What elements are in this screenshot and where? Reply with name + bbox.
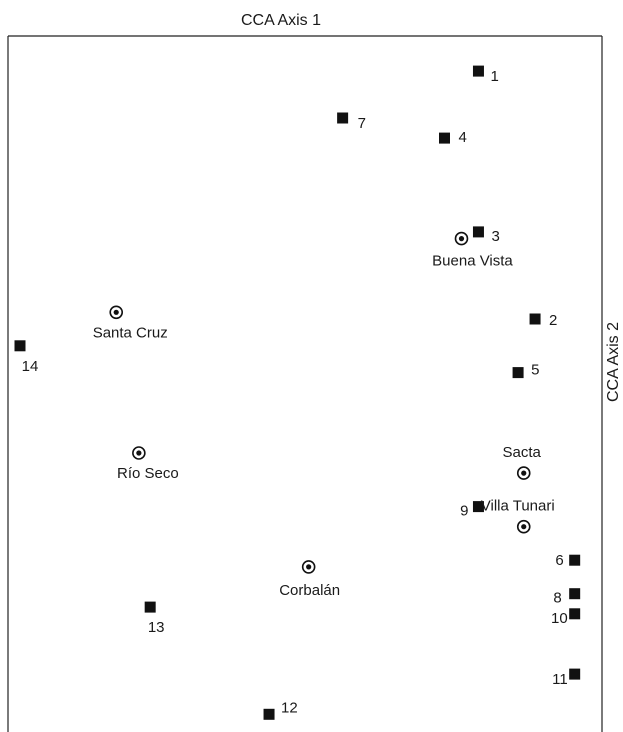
station-12-square-marker (263, 708, 275, 720)
station-2-label: 2 (549, 312, 557, 329)
station-3-label: 3 (491, 228, 499, 245)
station-8-square-marker (569, 588, 581, 600)
station-5-label: 5 (531, 362, 539, 379)
x-axis-title: CCA Axis 1 (241, 12, 321, 29)
station-4-square-marker (439, 132, 450, 144)
site-buena-vista-center-dot (458, 236, 465, 242)
station-1-square-marker (472, 65, 484, 77)
plot-frame (7, 35, 603, 732)
station-2-square-marker (529, 313, 541, 325)
station-7-square-marker (337, 112, 349, 124)
station-8-label: 8 (553, 590, 561, 607)
station-14-square-marker (14, 340, 26, 352)
station-9-square-marker (472, 501, 484, 513)
site-rio-seco-label: Río Seco (117, 465, 179, 482)
station-11-label: 11 (552, 671, 568, 688)
station-6-square-marker (569, 554, 581, 566)
station-14-label: 14 (22, 358, 39, 375)
y-axis-title: CCA Axis 2 (605, 322, 622, 402)
station-13-square-marker (144, 601, 156, 613)
station-12-label: 12 (281, 699, 298, 716)
station-11-square-marker (569, 668, 581, 680)
site-villa-tunari-center-dot (521, 524, 527, 530)
station-13-label: 13 (148, 619, 165, 636)
station-9-label: 9 (460, 503, 468, 520)
site-villa-tunari-label: Villa Tunari (481, 498, 555, 515)
station-3-square-marker (472, 226, 484, 238)
station-7-label: 7 (358, 115, 366, 132)
station-10-square-marker (569, 608, 581, 620)
site-rio-seco-center-dot (136, 450, 142, 456)
site-corbalan-center-dot (306, 564, 312, 570)
station-1-label: 1 (490, 68, 498, 85)
station-5-square-marker (512, 367, 524, 379)
station-10-label: 10 (551, 610, 568, 627)
site-santa-cruz-center-dot (113, 309, 119, 315)
site-sacta-center-dot (521, 470, 527, 476)
site-buena-vista-label: Buena Vista (432, 253, 513, 270)
site-sacta-label: Sacta (503, 444, 542, 461)
site-corbalan-label: Corbalán (279, 582, 340, 599)
station-6-label: 6 (555, 552, 563, 569)
site-santa-cruz-label: Santa Cruz (93, 324, 168, 341)
station-4-label: 4 (459, 129, 467, 146)
